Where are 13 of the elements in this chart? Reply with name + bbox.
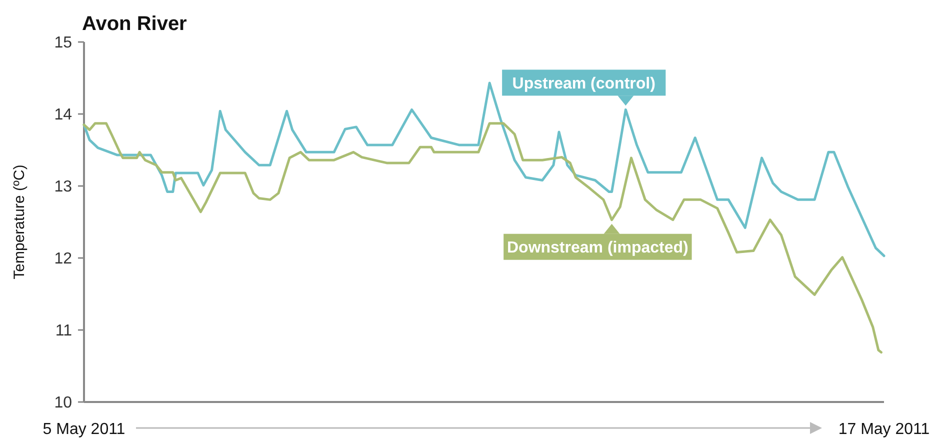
y-tick-label: 15: [54, 34, 72, 52]
y-tick-label: 12: [54, 250, 72, 268]
annotation: Downstream (impacted): [506, 239, 688, 256]
y-axis-title: Temperature (ºC): [11, 164, 28, 280]
y-tick-label: 10: [54, 394, 72, 412]
y-tick-label: 11: [55, 322, 72, 340]
y-tick-label: 14: [54, 106, 72, 124]
x-tick-label: 17 May 2011: [838, 421, 930, 438]
y-tick-label: 13: [54, 178, 72, 196]
line-series: [82, 122, 882, 354]
annotation: Upstream (control): [512, 75, 656, 92]
chart-title: Avon River: [82, 13, 188, 35]
x-tick-label: 5 May 2011: [42, 421, 126, 438]
